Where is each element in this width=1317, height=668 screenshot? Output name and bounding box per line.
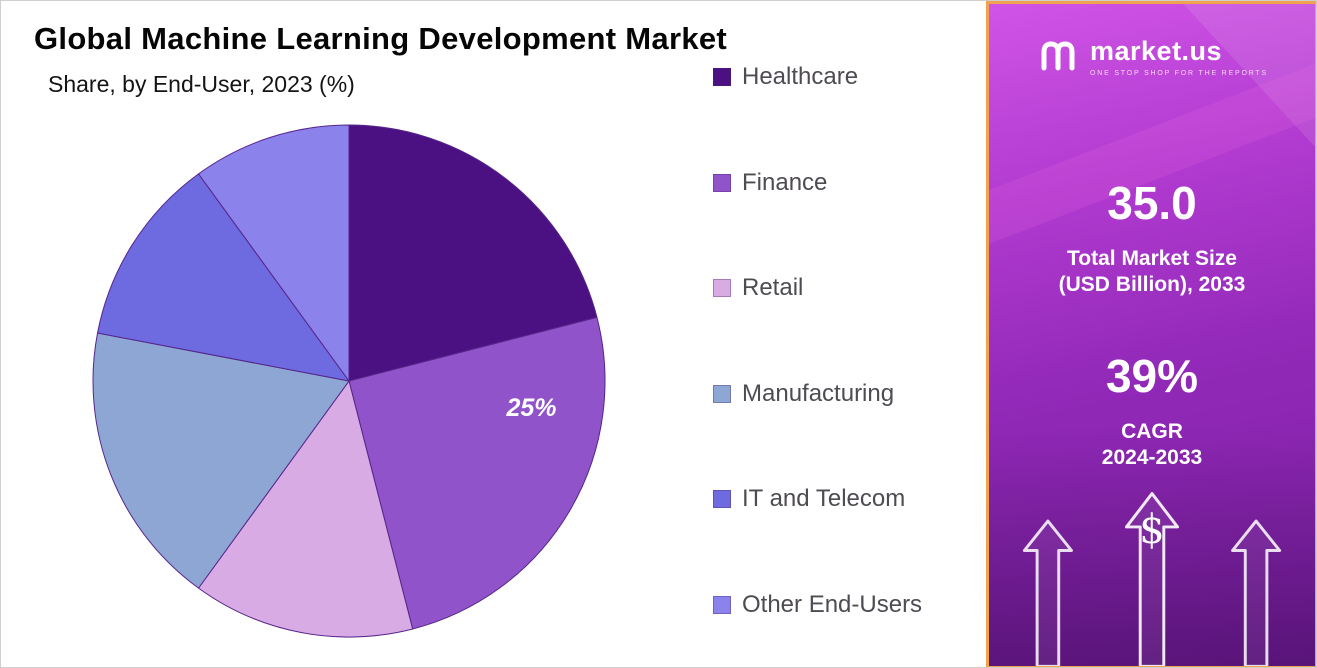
- legend-swatch-it-and-telecom: [713, 490, 731, 509]
- pie-slice-other-end-users: [197, 124, 350, 383]
- legend-label: Retail: [742, 274, 804, 302]
- chart-subtitle: Share, by End-User, 2023 (%): [48, 71, 355, 97]
- stat-cagr: 39% CAGR 2024-2033: [989, 349, 1315, 472]
- pie-slice-retail: [197, 379, 414, 638]
- stat-market-size: 35.0 Total Market Size (USD Billion), 20…: [989, 176, 1315, 299]
- arrow-up-icon: [1124, 492, 1180, 666]
- dollar-icon: $: [989, 507, 1315, 553]
- stat-market-size-caption: Total Market Size (USD Billion), 2033: [1058, 247, 1246, 297]
- market-us-logo-icon: [1036, 34, 1080, 78]
- legend-label: Finance: [742, 168, 828, 196]
- legend-item-other-end-users: Other End-Users: [713, 591, 922, 619]
- pie-slice-manufacturing: [92, 332, 350, 589]
- brand-tagline: ONE STOP SHOP FOR THE REPORTS: [1090, 69, 1268, 77]
- pie-slice-finance: [348, 316, 606, 630]
- brand-text: market.us ONE STOP SHOP FOR THE REPORTS: [1090, 36, 1268, 77]
- legend-swatch-healthcare: [713, 68, 731, 86]
- arrow-up-icon: [1231, 519, 1282, 666]
- legend-item-it-and-telecom: IT and Telecom: [713, 485, 922, 513]
- decorative-overlay: [989, 426, 1315, 666]
- legend-swatch-finance: [713, 173, 731, 192]
- chart-title: Global Machine Learning Development Mark…: [34, 21, 728, 56]
- pie-slice-healthcare: [348, 124, 598, 382]
- legend-item-retail: Retail: [713, 274, 922, 302]
- growth-arrows: [1022, 492, 1282, 666]
- stat-cagr-caption: CAGR 2024-2033: [1101, 420, 1203, 470]
- legend-item-healthcare: Healthcare: [713, 63, 922, 91]
- pie-slice-it-and-telecom: [96, 173, 351, 382]
- chart-legend: Healthcare Finance Retail Manufacturing …: [713, 63, 922, 619]
- legend-swatch-manufacturing: [713, 384, 731, 403]
- stat-market-size-value: 35.0: [1107, 177, 1197, 229]
- brand-name: market.us: [1090, 35, 1223, 66]
- brand-header: market.us ONE STOP SHOP FOR THE REPORTS: [989, 34, 1315, 78]
- legend-label: Other End-Users: [742, 590, 923, 618]
- legend-item-manufacturing: Manufacturing: [713, 380, 922, 408]
- arrow-up-icon: [1022, 519, 1073, 666]
- legend-swatch-other-end-users: [713, 595, 731, 614]
- legend-label: Manufacturing: [742, 379, 895, 407]
- legend-label: IT and Telecom: [742, 485, 906, 513]
- pie-slice-label: 25%: [505, 394, 556, 422]
- legend-item-finance: Finance: [713, 169, 922, 197]
- pie-chart: 25%: [92, 124, 606, 638]
- legend-label: Healthcare: [742, 63, 859, 90]
- brand-sidebar: market.us ONE STOP SHOP FOR THE REPORTS …: [986, 1, 1316, 667]
- stat-cagr-value: 39%: [1105, 350, 1199, 402]
- legend-swatch-retail: [713, 279, 731, 298]
